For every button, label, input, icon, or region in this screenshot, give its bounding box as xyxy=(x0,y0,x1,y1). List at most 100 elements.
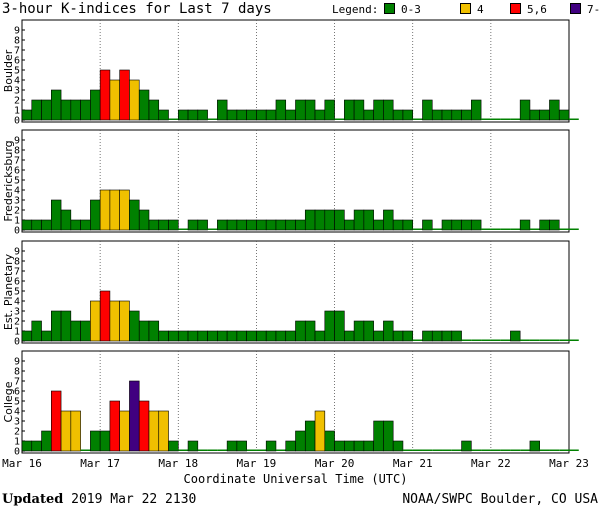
x-tick-label: Mar 16 xyxy=(2,457,42,470)
y-tick-label: 5 xyxy=(14,66,20,77)
k-bar xyxy=(402,219,414,231)
k-bar xyxy=(187,109,199,121)
k-bar xyxy=(197,449,208,451)
k-bar xyxy=(334,440,345,452)
k-bar xyxy=(422,330,433,342)
k-bar xyxy=(441,330,453,342)
k-bar xyxy=(373,420,384,452)
k-bar xyxy=(520,449,530,451)
k-bar xyxy=(236,440,247,452)
y-tick-label: 7 xyxy=(14,156,20,167)
k-bar xyxy=(129,79,140,121)
k-bar xyxy=(569,228,579,230)
k-bar xyxy=(500,449,511,451)
k-bar xyxy=(529,109,540,121)
k-bar xyxy=(441,109,453,121)
k-bar xyxy=(246,109,257,121)
k-bar xyxy=(70,99,81,121)
k-bar xyxy=(471,99,482,121)
k-bar xyxy=(217,219,228,231)
k-bar xyxy=(295,219,306,231)
k-bar xyxy=(246,449,257,451)
k-bar xyxy=(275,330,287,342)
k-bar xyxy=(461,219,472,231)
k-bar xyxy=(363,320,374,342)
k-bar xyxy=(471,219,482,231)
k-bar xyxy=(60,99,72,121)
k-bar xyxy=(422,449,433,451)
k-bar xyxy=(529,228,540,230)
x-tick-label: Mar 21 xyxy=(393,457,433,470)
k-bar xyxy=(168,118,179,120)
k-bar xyxy=(559,449,569,451)
k-bar xyxy=(187,219,199,231)
k-bar xyxy=(99,430,111,452)
k-bar xyxy=(138,89,150,121)
k-bar xyxy=(441,219,453,231)
updated-value: 2019 Mar 22 2130 xyxy=(71,492,197,507)
k-bar xyxy=(236,109,247,121)
k-bar xyxy=(31,440,42,452)
k-bar xyxy=(168,219,179,231)
k-bar xyxy=(519,99,531,121)
x-tick-label: Mar 22 xyxy=(471,457,511,470)
k-bar xyxy=(422,219,433,231)
k-bar xyxy=(461,440,472,452)
k-bar xyxy=(314,209,326,231)
k-bar xyxy=(392,440,404,452)
k-bar xyxy=(70,410,81,452)
k-bar xyxy=(314,330,326,342)
k-index-chart: 0123456789Boulder0123456789Fredericksbur… xyxy=(2,19,589,486)
k-bar xyxy=(519,219,531,231)
legend-item-4: 4 xyxy=(460,3,484,16)
k-bar xyxy=(265,109,277,121)
k-bar xyxy=(158,219,169,231)
k-bar xyxy=(197,219,208,231)
y-tick-label: 9 xyxy=(14,247,20,258)
k-bar xyxy=(539,109,550,121)
k-bar xyxy=(99,290,111,342)
legend-title: Legend: xyxy=(332,3,379,16)
k-bar xyxy=(490,449,501,451)
k-bar xyxy=(70,320,81,342)
y-tick-label: 2 xyxy=(14,96,20,107)
x-tick-label: Mar 17 xyxy=(80,457,120,470)
k-bar xyxy=(138,209,150,231)
k-bar xyxy=(344,99,355,121)
k-bar xyxy=(373,99,384,121)
k-bar xyxy=(80,219,91,231)
k-bar xyxy=(31,99,42,121)
legend-swatch-yellow xyxy=(460,3,471,14)
y-tick-label: 6 xyxy=(14,277,20,288)
k-bar xyxy=(559,339,569,341)
y-tick-label: 0 xyxy=(14,337,20,348)
k-bar xyxy=(412,449,423,451)
k-bar xyxy=(51,199,62,231)
y-tick-label: 0 xyxy=(14,116,20,127)
k-bar xyxy=(31,219,42,231)
y-tick-label: 4 xyxy=(14,186,20,197)
k-bar xyxy=(119,69,130,121)
k-bar xyxy=(217,449,228,451)
k-bar xyxy=(442,449,452,451)
k-bar xyxy=(207,449,218,451)
k-bar xyxy=(148,320,160,342)
y-tick-label: 4 xyxy=(14,76,20,87)
legend-swatch-green xyxy=(384,3,395,14)
k-bar xyxy=(80,99,91,121)
x-tick-label: Mar 23 xyxy=(549,457,589,470)
k-bar xyxy=(265,440,277,452)
k-bar xyxy=(285,440,296,452)
k-bar xyxy=(353,440,365,452)
k-bar xyxy=(217,330,228,342)
k-bar xyxy=(80,449,91,451)
k-bar xyxy=(451,109,462,121)
k-bar xyxy=(353,320,365,342)
k-bar xyxy=(363,109,374,121)
k-bar xyxy=(529,339,540,341)
legend-item-7-9: 7-9 xyxy=(570,3,600,16)
k-bar xyxy=(275,219,287,231)
k-bar xyxy=(490,228,501,230)
